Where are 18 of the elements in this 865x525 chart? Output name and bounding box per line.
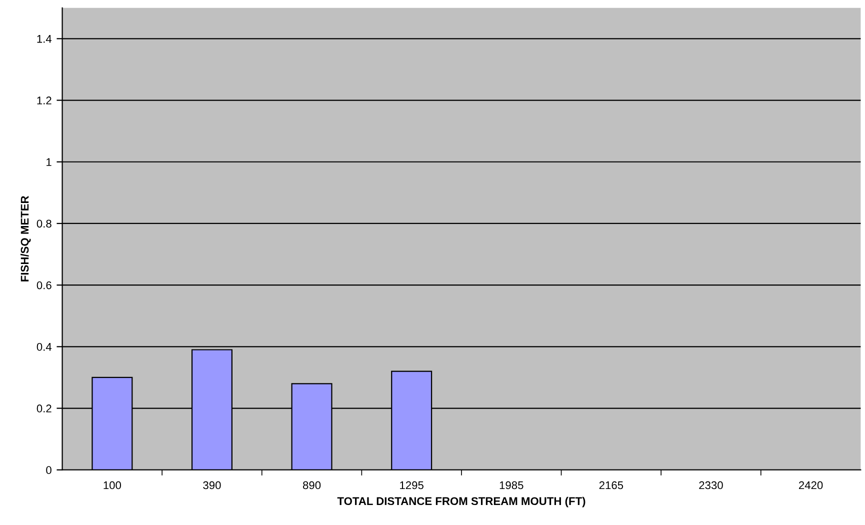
x-tick-label: 2165 [599, 481, 624, 490]
y-tick-label: 0.6 [36, 281, 52, 290]
y-axis-title: FISH/SQ METER [20, 196, 31, 282]
x-tick-label: 2330 [699, 481, 723, 490]
x-axis-title: TOTAL DISTANCE FROM STREAM MOUTH (FT) [337, 496, 586, 508]
y-tick-label: 1.2 [37, 96, 52, 104]
y-tick-label: 1 [46, 158, 52, 166]
x-tick-label: 1295 [400, 481, 424, 490]
x-tick-label: 390 [203, 481, 221, 490]
y-tick-label: 0.2 [36, 404, 52, 412]
y-tick-label: 0 [46, 466, 52, 474]
y-tick-label: 0.8 [36, 220, 52, 228]
x-tick-label: 2420 [798, 481, 823, 490]
y-tick-label: 0.4 [36, 342, 52, 351]
x-tick-label: 1985 [500, 481, 524, 490]
x-tick-label: 890 [302, 481, 321, 490]
x-tick-label: 100 [104, 481, 122, 490]
y-tick-label: 1.4 [37, 35, 52, 43]
